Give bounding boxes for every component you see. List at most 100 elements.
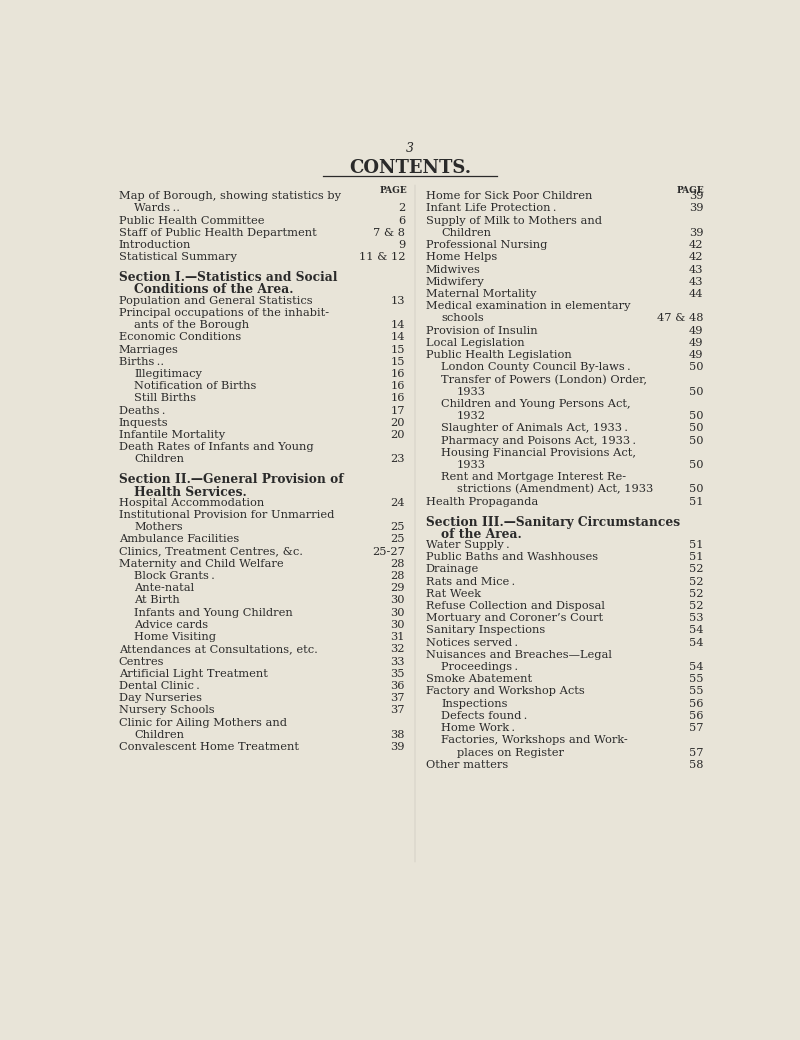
Text: schools: schools xyxy=(441,313,484,323)
Text: 38: 38 xyxy=(390,730,405,739)
Text: Section II.—General Provision of: Section II.—General Provision of xyxy=(118,473,343,487)
Text: of the Area.: of the Area. xyxy=(441,527,522,541)
Text: 16: 16 xyxy=(390,369,405,379)
Text: Home Work .: Home Work . xyxy=(441,723,515,733)
Text: Local Legislation: Local Legislation xyxy=(426,338,524,347)
Text: Inspections: Inspections xyxy=(441,699,507,708)
Text: Public Health Legislation: Public Health Legislation xyxy=(426,350,571,360)
Text: Staff of Public Health Department: Staff of Public Health Department xyxy=(118,228,316,238)
Text: 1933: 1933 xyxy=(457,387,486,396)
Text: Rats and Mice .: Rats and Mice . xyxy=(426,576,514,587)
Text: 36: 36 xyxy=(390,681,405,691)
Text: 57: 57 xyxy=(689,723,703,733)
Text: 50: 50 xyxy=(689,362,703,372)
Text: 52: 52 xyxy=(689,601,703,610)
Text: 9: 9 xyxy=(398,240,405,250)
Text: Defects found .: Defects found . xyxy=(441,711,527,721)
Text: Slaughter of Animals Act, 1933 .: Slaughter of Animals Act, 1933 . xyxy=(441,423,628,434)
Text: Convalescent Home Treatment: Convalescent Home Treatment xyxy=(118,742,298,752)
Text: 39: 39 xyxy=(689,191,703,202)
Text: Housing Financial Provisions Act,: Housing Financial Provisions Act, xyxy=(441,448,636,458)
Text: Statistical Summary: Statistical Summary xyxy=(118,253,237,262)
Text: Health Services.: Health Services. xyxy=(134,486,247,498)
Text: Still Births: Still Births xyxy=(134,393,196,404)
Text: 29: 29 xyxy=(390,583,405,593)
Text: 14: 14 xyxy=(390,333,405,342)
Text: 39: 39 xyxy=(390,742,405,752)
Text: Proceedings .: Proceedings . xyxy=(441,662,518,672)
Text: 50: 50 xyxy=(689,411,703,421)
Text: 25: 25 xyxy=(390,535,405,544)
Text: 24: 24 xyxy=(390,498,405,508)
Text: Deaths .: Deaths . xyxy=(118,406,165,416)
Text: 51: 51 xyxy=(689,540,703,550)
Text: Day Nurseries: Day Nurseries xyxy=(118,694,202,703)
Text: Block Grants .: Block Grants . xyxy=(134,571,215,581)
Text: 44: 44 xyxy=(689,289,703,298)
Text: strictions (Amendment) Act, 1933: strictions (Amendment) Act, 1933 xyxy=(457,485,653,495)
Text: 1932: 1932 xyxy=(457,411,486,421)
Text: Notification of Births: Notification of Births xyxy=(134,382,257,391)
Text: Pharmacy and Poisons Act, 1933 .: Pharmacy and Poisons Act, 1933 . xyxy=(441,436,636,445)
Text: Children: Children xyxy=(134,730,184,739)
Text: 13: 13 xyxy=(390,295,405,306)
Text: Public Health Committee: Public Health Committee xyxy=(118,215,264,226)
Text: Notices served .: Notices served . xyxy=(426,638,518,648)
Text: 31: 31 xyxy=(390,632,405,642)
Text: 57: 57 xyxy=(689,748,703,757)
Text: Section I.—Statistics and Social: Section I.—Statistics and Social xyxy=(118,271,337,284)
Text: 15: 15 xyxy=(390,357,405,367)
Text: Rat Week: Rat Week xyxy=(426,589,481,599)
Text: 56: 56 xyxy=(689,711,703,721)
Text: 55: 55 xyxy=(689,674,703,684)
Text: Maternal Mortality: Maternal Mortality xyxy=(426,289,536,298)
Text: Public Baths and Washhouses: Public Baths and Washhouses xyxy=(426,552,598,563)
Text: Ante-natal: Ante-natal xyxy=(134,583,194,593)
Text: 37: 37 xyxy=(390,694,405,703)
Text: Refuse Collection and Disposal: Refuse Collection and Disposal xyxy=(426,601,604,610)
Text: 17: 17 xyxy=(390,406,405,416)
Text: London County Council By-laws .: London County Council By-laws . xyxy=(441,362,630,372)
Text: Death Rates of Infants and Young: Death Rates of Infants and Young xyxy=(118,442,314,452)
Text: 16: 16 xyxy=(390,382,405,391)
Text: 54: 54 xyxy=(689,625,703,635)
Text: 43: 43 xyxy=(689,277,703,287)
Text: 3: 3 xyxy=(406,142,414,155)
Text: 50: 50 xyxy=(689,436,703,445)
Text: Clinics, Treatment Centres, &c.: Clinics, Treatment Centres, &c. xyxy=(118,547,302,556)
Text: 30: 30 xyxy=(390,620,405,630)
Text: 25-27: 25-27 xyxy=(372,547,405,556)
Text: places on Register: places on Register xyxy=(457,748,563,757)
Text: Professional Nursing: Professional Nursing xyxy=(426,240,547,250)
Text: ants of the Borough: ants of the Borough xyxy=(134,320,250,330)
Text: 28: 28 xyxy=(390,558,405,569)
Text: Advice cards: Advice cards xyxy=(134,620,208,630)
Text: Children and Young Persons Act,: Children and Young Persons Act, xyxy=(441,399,630,409)
Text: Drainage: Drainage xyxy=(426,565,478,574)
Text: At Birth: At Birth xyxy=(134,596,180,605)
Text: 56: 56 xyxy=(689,699,703,708)
Text: 35: 35 xyxy=(390,669,405,679)
Text: 51: 51 xyxy=(689,496,703,506)
Text: Population and General Statistics: Population and General Statistics xyxy=(118,295,312,306)
Text: 43: 43 xyxy=(689,264,703,275)
Text: Children: Children xyxy=(134,454,184,465)
Text: 16: 16 xyxy=(390,393,405,404)
Text: Nursery Schools: Nursery Schools xyxy=(118,705,214,716)
Text: 50: 50 xyxy=(689,423,703,434)
Text: Midwives: Midwives xyxy=(426,264,480,275)
Text: Principal occupations of the inhabit-: Principal occupations of the inhabit- xyxy=(118,308,329,318)
Text: 20: 20 xyxy=(390,418,405,427)
Text: 14: 14 xyxy=(390,320,405,330)
Text: Smoke Abatement: Smoke Abatement xyxy=(426,674,532,684)
Text: 52: 52 xyxy=(689,565,703,574)
Text: 49: 49 xyxy=(689,350,703,360)
Text: Introduction: Introduction xyxy=(118,240,191,250)
Text: Home Visiting: Home Visiting xyxy=(134,632,216,642)
Text: 53: 53 xyxy=(689,614,703,623)
Text: Dental Clinic .: Dental Clinic . xyxy=(118,681,199,691)
Text: Map of Borough, showing statistics by: Map of Borough, showing statistics by xyxy=(118,191,341,202)
Text: PAGE: PAGE xyxy=(677,186,705,194)
Text: 11 & 12: 11 & 12 xyxy=(358,253,405,262)
Text: 52: 52 xyxy=(689,589,703,599)
